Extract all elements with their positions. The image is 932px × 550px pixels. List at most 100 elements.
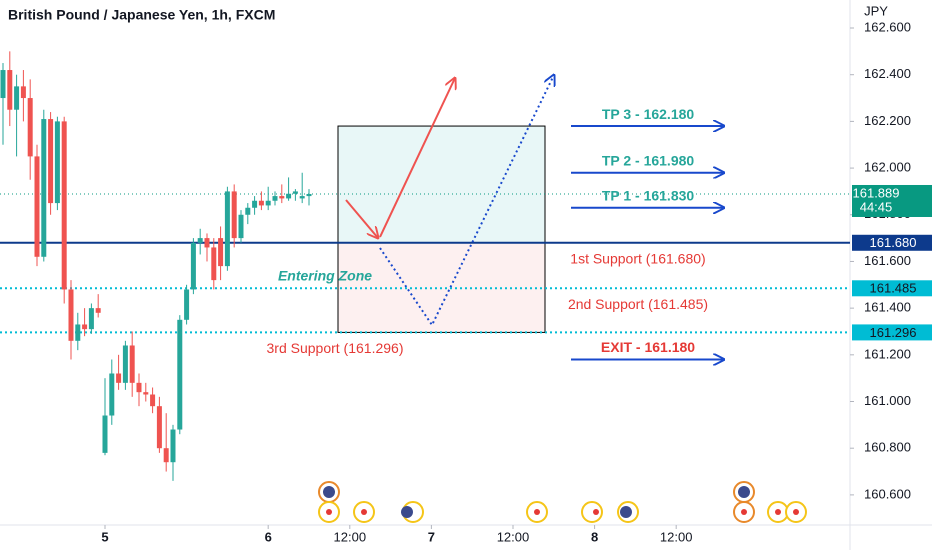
candle-body [170, 429, 176, 463]
y-axis-label: JPY [864, 3, 888, 18]
y-tick-label: 161.600 [864, 253, 911, 268]
y-tick-label: 161.000 [864, 393, 911, 408]
zone-upper [337, 125, 546, 244]
candle-body [68, 289, 74, 341]
candle-body [0, 70, 6, 99]
price-tag [852, 280, 932, 297]
y-tick-label: 160.800 [864, 440, 911, 455]
candle-body [184, 289, 190, 320]
event-icon [361, 509, 367, 515]
candle-body [197, 238, 203, 243]
candle-body [252, 200, 258, 208]
candle-body [190, 242, 196, 290]
event-icon [581, 501, 603, 523]
price-tag-label: 161.889 [853, 185, 900, 200]
event-icon [775, 509, 781, 515]
event-icon [326, 509, 332, 515]
candle-body [150, 394, 156, 407]
event-icon [593, 509, 599, 515]
candle-body [143, 392, 149, 395]
dotted-path [379, 75, 554, 327]
candle-body [272, 196, 278, 201]
arrow [379, 78, 455, 238]
candle-body [224, 191, 230, 267]
event-icon [793, 509, 799, 515]
candle-body [109, 373, 115, 416]
support-label: 3rd Support (161.296) [267, 340, 404, 356]
y-tick-label: 161.400 [864, 300, 911, 315]
support-label: 1st Support (161.680) [570, 250, 705, 266]
countdown: 44:45 [860, 199, 893, 214]
candle-body [27, 98, 33, 157]
event-icon [741, 509, 747, 515]
price-tag [852, 184, 932, 217]
x-tick-label: 12:00 [660, 529, 693, 544]
event-icon [534, 509, 540, 515]
zone-label: Entering Zone [278, 267, 372, 283]
price-tag [852, 324, 932, 341]
target-label: EXIT - 161.180 [601, 339, 695, 355]
candle-body [34, 156, 40, 257]
price-tag [852, 234, 932, 251]
x-tick-label: 12:00 [497, 529, 530, 544]
candle-body [299, 196, 305, 199]
y-tick-label: 162.400 [864, 66, 911, 81]
candle-body [156, 406, 162, 449]
x-tick-label: 7 [428, 529, 435, 544]
price-tag-label: 161.296 [870, 325, 917, 340]
candle-body [7, 70, 13, 110]
candle-body [286, 193, 292, 199]
price-tag-label: 161.485 [870, 281, 917, 296]
candle-body [20, 86, 26, 99]
y-tick-label: 162.000 [864, 160, 911, 175]
y-tick-label: 161.200 [864, 346, 911, 361]
events [318, 481, 807, 523]
candle-body [279, 196, 285, 199]
candle-body [122, 345, 128, 383]
x-tick-label: 6 [265, 529, 272, 544]
event-icon [620, 506, 632, 518]
arrow [345, 199, 378, 238]
candle-body [41, 119, 47, 257]
candle-body [75, 324, 81, 341]
event-icon [738, 486, 750, 498]
x-tick-label: 5 [101, 529, 108, 544]
candle-body [129, 345, 135, 383]
candle-body [231, 191, 237, 239]
target-label: TP 2 - 161.980 [602, 152, 695, 168]
candle-body [204, 238, 210, 248]
candle-body [14, 86, 20, 110]
support-label: 2nd Support (161.485) [568, 296, 708, 312]
candle-body [245, 207, 251, 215]
y-tick-label: 160.600 [864, 486, 911, 501]
candle-body [88, 308, 94, 330]
candle-body [116, 373, 122, 383]
y-tick-label: 162.600 [864, 19, 911, 34]
candle-body [211, 247, 217, 281]
chart-title: British Pound / Japanese Yen, 1h, FXCM [8, 7, 275, 23]
x-tick-label: 8 [591, 529, 598, 544]
candle-body [61, 121, 67, 290]
event-icon [401, 506, 413, 518]
candle-body [102, 415, 108, 453]
event-icon [323, 486, 335, 498]
candle-body [265, 200, 271, 206]
y-tick-label: 162.200 [864, 113, 911, 128]
x-tick-label: 12:00 [334, 529, 367, 544]
candle-body [163, 448, 169, 463]
candle-body [292, 191, 298, 194]
candle-body [306, 193, 312, 197]
target-label: TP 1 - 161.830 [602, 187, 695, 203]
candle-body [177, 319, 183, 430]
candle-body [258, 200, 264, 206]
price-tag-label: 161.680 [870, 235, 917, 250]
candle-body [54, 121, 60, 204]
candle-body [238, 214, 244, 239]
candle-body [136, 382, 142, 393]
target-label: TP 3 - 162.180 [602, 106, 695, 122]
candle-body [218, 238, 224, 267]
candle-body [95, 308, 101, 313]
candle-body [48, 119, 54, 204]
candle-body [82, 324, 88, 330]
